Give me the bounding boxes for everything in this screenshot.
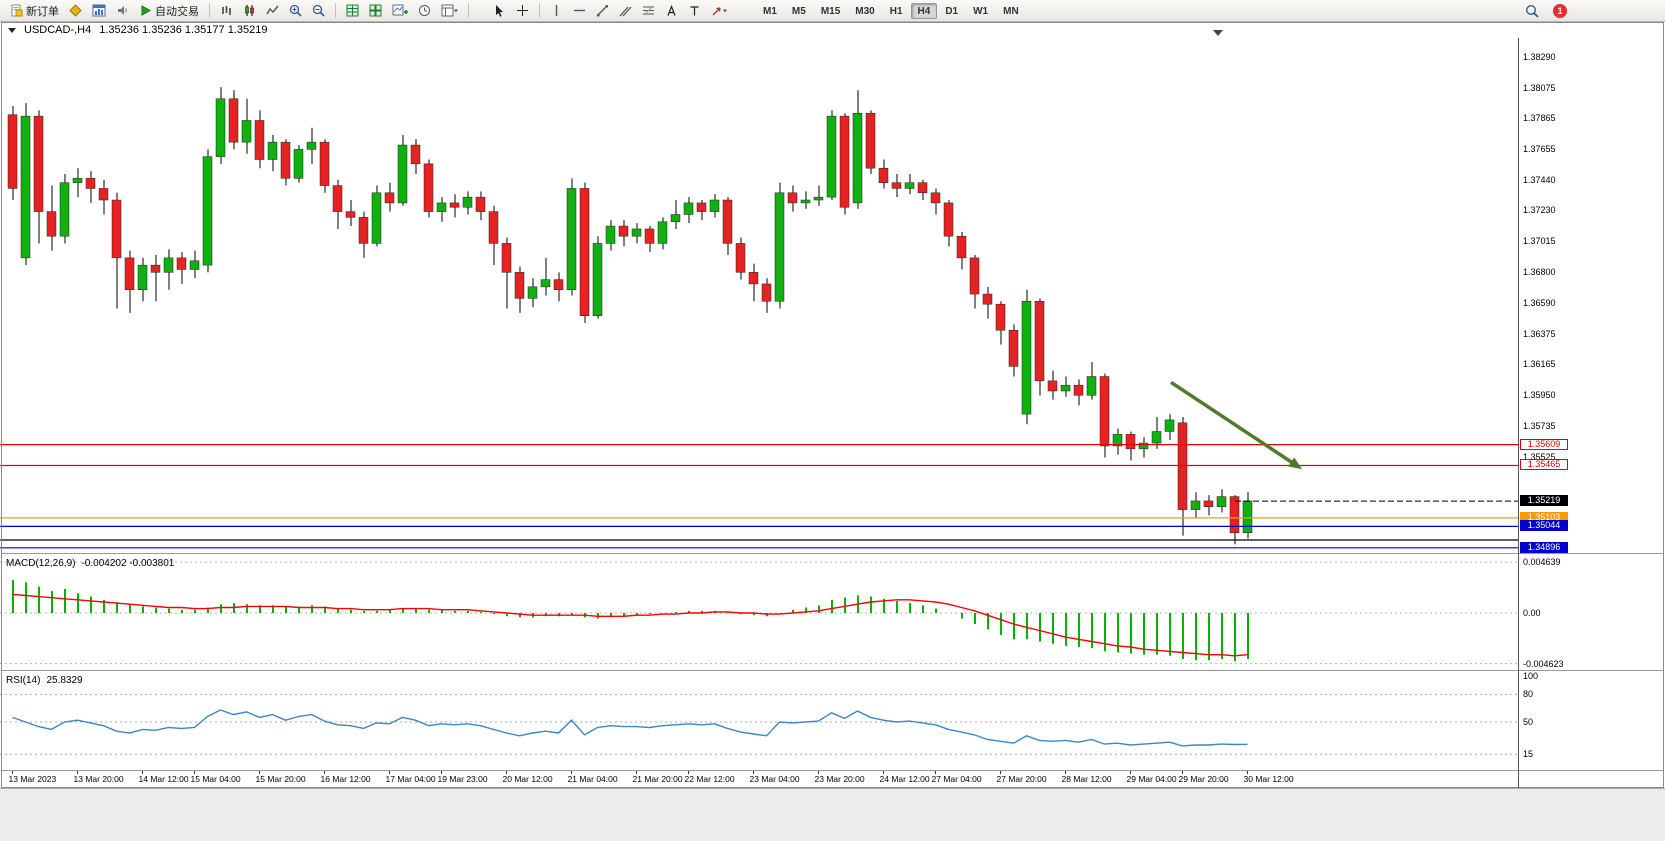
line-chart-type-button[interactable] <box>262 2 283 20</box>
period-clock-button[interactable] <box>414 2 435 20</box>
channel-icon <box>619 6 632 17</box>
horizontal-line-icon <box>574 9 585 12</box>
chart-window-icon <box>92 4 106 17</box>
window-bottom-area <box>0 788 1665 841</box>
templates-icon <box>441 4 458 17</box>
autotrading-icon <box>141 5 152 16</box>
timeframe-d1-button[interactable]: D1 <box>945 5 959 17</box>
cursor-tool-button[interactable] <box>489 2 510 20</box>
chart-title-bar[interactable]: USDCAD-,H4 1.35236 1.35236 1.35177 1.352… <box>8 24 267 36</box>
panel-separator[interactable] <box>2 553 1663 554</box>
zoom-in-icon <box>289 4 302 17</box>
vertical-line-icon <box>555 5 558 16</box>
candlestick-chart-icon <box>245 5 254 16</box>
crosshair-tool-button[interactable] <box>512 2 533 20</box>
vertical-line-tool-button[interactable] <box>546 2 567 20</box>
market-watch-icon <box>346 4 359 17</box>
time-axis-separator <box>2 770 1663 771</box>
arrows-icon <box>712 7 727 16</box>
arrows-tool-button[interactable] <box>707 2 732 20</box>
new-order-icon <box>11 4 23 17</box>
macd-indicator-label: MACD(12,26,9) -0.004202 -0.003801 <box>6 558 175 569</box>
market-watch-button[interactable] <box>342 2 363 20</box>
fibonacci-icon <box>643 5 654 16</box>
profiles-button[interactable] <box>65 2 86 20</box>
indicators-icon <box>392 4 408 16</box>
search-icon <box>1525 4 1539 18</box>
timeframe-m30-button[interactable]: M30 <box>855 5 875 17</box>
horizontal-line-tool-button[interactable] <box>569 2 590 20</box>
zoom-out-icon <box>312 4 325 17</box>
profile-icon <box>69 4 82 17</box>
tile-windows-icon <box>369 4 382 17</box>
price-axis-border <box>1518 38 1519 788</box>
timeframe-h4-button[interactable]: H4 <box>910 2 938 19</box>
timeframe-m15-button[interactable]: M15 <box>820 5 841 17</box>
open-chart-button[interactable] <box>88 2 110 20</box>
search-button[interactable] <box>1521 2 1543 20</box>
toolbar-separator <box>209 3 210 18</box>
candlestick-chart-type-button[interactable] <box>239 2 260 20</box>
timeframe-group: M1 M5 M15 M30 H1 H4 D1 W1 MN <box>756 2 1026 19</box>
autotrading-label: 自动交易 <box>155 5 199 18</box>
sound-button[interactable] <box>112 2 133 20</box>
timeframe-mn-button[interactable]: MN <box>1003 5 1019 17</box>
toolbar-separator <box>539 3 540 18</box>
trendline-tool-button[interactable] <box>592 2 613 20</box>
clock-icon <box>419 5 430 16</box>
line-chart-icon <box>266 5 279 15</box>
label-icon <box>690 6 699 16</box>
chart-symbol-period: USDCAD-,H4 <box>24 24 92 36</box>
bar-chart-type-button[interactable] <box>216 2 237 20</box>
timeframe-m1-button[interactable]: M1 <box>763 5 777 17</box>
text-icon <box>667 4 676 16</box>
timeframe-m5-button[interactable]: M5 <box>791 5 806 17</box>
chart-menu-caret-icon[interactable] <box>8 27 16 33</box>
label-tool-button[interactable] <box>684 2 705 20</box>
text-tool-button[interactable] <box>661 2 682 20</box>
new-order-label: 新订单 <box>26 5 59 18</box>
channel-tool-button[interactable] <box>615 2 636 20</box>
templates-button[interactable] <box>437 2 462 20</box>
timeframe-w1-button[interactable]: W1 <box>973 5 989 17</box>
rsi-indicator-label: RSI(14) 25.8329 <box>6 675 83 686</box>
main-toolbar: 新订单 自动交易 <box>0 0 1665 22</box>
crosshair-icon <box>517 5 528 16</box>
sound-icon <box>118 6 127 15</box>
trendline-icon <box>597 5 608 17</box>
new-order-button[interactable]: 新订单 <box>6 2 63 20</box>
fibonacci-tool-button[interactable] <box>638 2 659 20</box>
cursor-icon <box>496 5 503 17</box>
toolbar-separator <box>335 3 336 18</box>
indicators-button[interactable] <box>388 2 412 20</box>
toolbar-separator <box>468 3 469 18</box>
bar-chart-icon <box>222 6 231 15</box>
tile-windows-button[interactable] <box>365 2 386 20</box>
autotrading-button[interactable]: 自动交易 <box>135 2 203 20</box>
chart-ohlc-values: 1.35236 1.35236 1.35177 1.35219 <box>99 24 268 36</box>
chart-shift-marker-icon[interactable] <box>1213 30 1223 36</box>
timeframe-h1-button[interactable]: H1 <box>889 5 903 17</box>
zoom-out-button[interactable] <box>308 2 329 20</box>
toolbar-right-group: 1 <box>1521 2 1567 20</box>
notification-badge[interactable]: 1 <box>1553 3 1567 18</box>
zoom-in-button[interactable] <box>285 2 306 20</box>
panel-separator[interactable] <box>2 670 1663 671</box>
